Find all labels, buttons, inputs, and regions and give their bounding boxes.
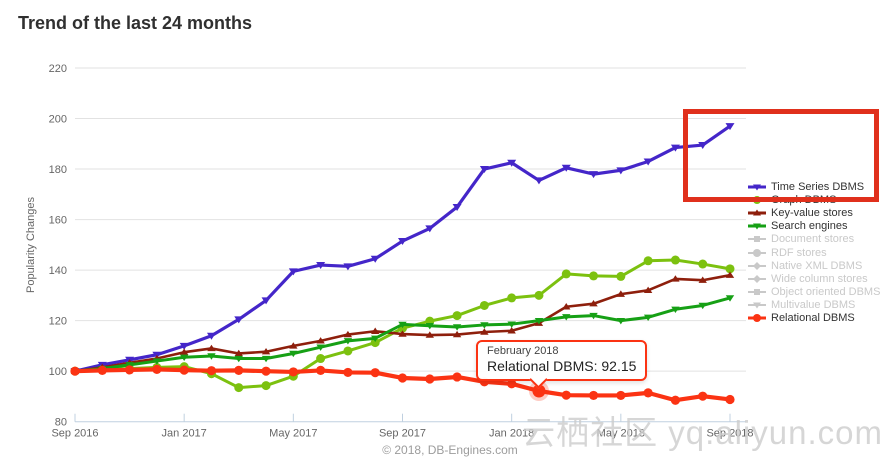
x-tick-label: Sep 2018 <box>706 428 753 440</box>
legend-marker-icon <box>748 209 766 216</box>
legend-item-rdf-stores[interactable]: RDF stores <box>748 246 880 259</box>
tooltip-value: Relational DBMS: 92.15 <box>487 358 637 374</box>
legend-marker-icon <box>748 248 766 257</box>
legend-marker-icon <box>748 184 766 191</box>
series-time-series-dbms[interactable] <box>70 123 735 376</box>
annotation-box <box>683 109 879 202</box>
x-tick-label: Sep 2016 <box>51 428 98 440</box>
y-tick-label: 220 <box>49 63 67 75</box>
hover-point <box>532 384 546 398</box>
y-tick-label: 120 <box>49 316 67 328</box>
chart-title: Trend of the last 24 months <box>18 13 253 33</box>
legend-item-wide-column-stores[interactable]: Wide column stores <box>748 272 880 285</box>
y-tick-label: 180 <box>49 164 67 176</box>
credit-line: © 2018, DB-Engines.com <box>382 443 518 457</box>
series-key-value-stores[interactable] <box>70 271 735 374</box>
y-tick-label: 80 <box>55 417 67 429</box>
watermark: 云栖社区 yq.aliyun.com <box>522 414 883 451</box>
legend-label: RDF stores <box>771 246 827 259</box>
legend-label: Object oriented DBMS <box>771 286 881 299</box>
legend-label: Relational DBMS <box>771 312 855 325</box>
x-tick-label: Sep 2017 <box>379 428 426 440</box>
y-tick-label: 160 <box>49 215 67 227</box>
legend-label: Time Series DBMS <box>771 180 865 193</box>
x-tick-label: May 2018 <box>597 428 645 440</box>
legend-item-key-value-stores[interactable]: Key-value stores <box>748 206 880 219</box>
y-tick-label: 100 <box>49 366 67 378</box>
legend-marker-icon <box>748 261 766 270</box>
legend-item-object-oriented-dbms[interactable]: Object oriented DBMS <box>748 286 880 299</box>
x-tick-label: Jan 2018 <box>489 428 534 440</box>
legend-marker-icon <box>748 236 766 243</box>
legend-label: Document stores <box>771 233 855 246</box>
legend-label: Key-value stores <box>771 206 853 219</box>
tooltip-date: February 2018 <box>487 345 559 357</box>
legend-marker-icon <box>748 314 766 323</box>
x-tick-label: May 2017 <box>269 428 317 440</box>
y-tick-label: 200 <box>49 114 67 126</box>
legend-label: Multivalue DBMS <box>771 299 856 312</box>
legend-label: Search engines <box>771 220 848 233</box>
legend-marker-icon <box>748 274 766 283</box>
legend-item-time-series-dbms[interactable]: Time Series DBMS <box>748 180 880 193</box>
legend-item-document-stores[interactable]: Document stores <box>748 233 880 246</box>
legend-item-native-xml-dbms[interactable]: Native XML DBMS <box>748 259 880 272</box>
legend-marker-icon <box>748 302 766 309</box>
legend-item-multivalue-dbms[interactable]: Multivalue DBMS <box>748 299 880 312</box>
legend-label: Native XML DBMS <box>771 259 863 272</box>
legend-marker-icon <box>748 223 766 230</box>
y-tick-label: 140 <box>49 265 67 277</box>
legend-item-search-engines[interactable]: Search engines <box>748 220 880 233</box>
tooltip: February 2018 Relational DBMS: 92.15 <box>476 340 648 389</box>
x-tick-label: Jan 2017 <box>162 428 207 440</box>
legend-label: Wide column stores <box>771 272 868 285</box>
legend-item-relational-dbms[interactable]: Relational DBMS <box>748 312 880 325</box>
legend-marker-icon <box>748 289 766 296</box>
series-relational-dbms[interactable] <box>70 364 735 405</box>
